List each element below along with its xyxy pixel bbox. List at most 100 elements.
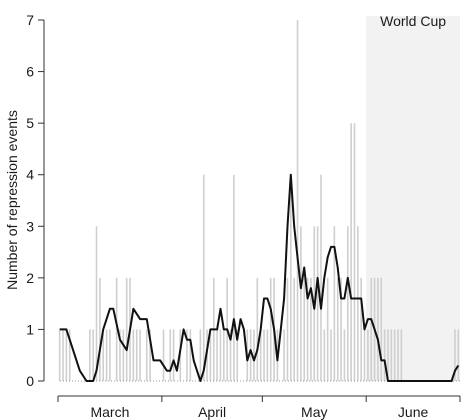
- baseline-dot: [354, 380, 355, 382]
- y-tick-label: 7: [26, 12, 34, 28]
- baseline-dot: [240, 380, 241, 382]
- baseline-dot: [210, 380, 211, 382]
- baseline-dot: [111, 380, 112, 382]
- baseline-dot: [153, 380, 154, 382]
- y-tick-label: 1: [26, 321, 34, 337]
- baseline-dot: [177, 380, 178, 382]
- baseline-dot: [357, 380, 358, 382]
- baseline-dot: [174, 380, 175, 382]
- baseline-dot: [294, 380, 295, 382]
- baseline-dot: [66, 380, 67, 382]
- smoothed-trend-line: [59, 173, 460, 382]
- baseline-dot: [198, 380, 199, 382]
- baseline-dot: [78, 380, 79, 382]
- y-tick-label: 0: [26, 373, 34, 389]
- baseline-dot: [63, 380, 64, 382]
- baseline-dot: [180, 380, 181, 382]
- baseline-dot: [126, 380, 127, 382]
- baseline-dot: [384, 380, 385, 382]
- baseline-dot: [225, 380, 226, 382]
- month-label: March: [90, 404, 129, 420]
- baseline-dot: [75, 380, 76, 382]
- baseline-dot: [372, 380, 373, 382]
- baseline-dot: [156, 380, 157, 382]
- baseline-dot: [189, 380, 190, 382]
- baseline-dot: [207, 380, 208, 382]
- y-axis: 0 1 2 3 4 5 6 7: [26, 12, 45, 389]
- baseline-dot: [60, 380, 61, 382]
- baseline-dot: [261, 380, 262, 382]
- baseline-dot: [459, 380, 460, 382]
- baseline-dot: [135, 380, 136, 382]
- baseline-dot: [330, 380, 331, 382]
- y-tick-label: 3: [26, 218, 34, 234]
- baseline-dot: [291, 380, 292, 382]
- baseline-dot: [216, 380, 217, 382]
- baseline-dot: [99, 380, 100, 382]
- baseline-dot: [84, 380, 85, 382]
- baseline-dot: [279, 380, 280, 382]
- month-label: April: [198, 404, 226, 420]
- baseline-dot: [222, 380, 223, 382]
- baseline-dot: [165, 380, 166, 382]
- baseline-dot: [192, 380, 193, 382]
- baseline-dot: [186, 380, 187, 382]
- baseline-dot: [120, 380, 121, 382]
- baseline-dot: [324, 380, 325, 382]
- baseline-dot: [300, 380, 301, 382]
- baseline-dot: [123, 380, 124, 382]
- baseline-dot: [327, 380, 328, 382]
- baseline-dot: [228, 380, 229, 382]
- baseline-dot: [303, 380, 304, 382]
- y-tick-label: 6: [26, 64, 34, 80]
- y-tick-label: 5: [26, 115, 34, 131]
- y-tick-label: 4: [26, 167, 34, 183]
- baseline-dot: [213, 380, 214, 382]
- baseline-dot: [231, 380, 232, 382]
- baseline-dot: [270, 380, 271, 382]
- baseline-dot: [129, 380, 130, 382]
- baseline-dot: [105, 380, 106, 382]
- baseline-dot: [117, 380, 118, 382]
- baseline-dot: [342, 380, 343, 382]
- baseline-dot: [315, 380, 316, 382]
- baseline-dot: [141, 380, 142, 382]
- baseline-dot: [306, 380, 307, 382]
- baseline-dot: [453, 380, 454, 382]
- y-axis-title: Number of repression events: [4, 110, 20, 290]
- baseline-dot: [363, 380, 364, 382]
- baseline-dot: [339, 380, 340, 382]
- month-label: June: [398, 404, 429, 420]
- baseline-dot: [456, 380, 457, 382]
- baseline-dot: [147, 380, 148, 382]
- baseline-dot: [171, 380, 172, 382]
- baseline-dot: [369, 380, 370, 382]
- baseline-dot: [234, 380, 235, 382]
- baseline-dot: [276, 380, 277, 382]
- baseline-dot: [336, 380, 337, 382]
- baseline-dot: [114, 380, 115, 382]
- baseline-dot: [252, 380, 253, 382]
- baseline-dot: [366, 380, 367, 382]
- baseline-dot: [132, 380, 133, 382]
- baseline-dot: [102, 380, 103, 382]
- baseline-dot: [333, 380, 334, 382]
- baseline-dot: [243, 380, 244, 382]
- world-cup-label: World Cup: [380, 13, 446, 29]
- x-axis: March April May June: [57, 395, 461, 420]
- baseline-dot: [375, 380, 376, 382]
- baseline-dot: [309, 380, 310, 382]
- y-tick-label: 2: [26, 270, 34, 286]
- baseline-dot: [360, 380, 361, 382]
- baseline-dot: [264, 380, 265, 382]
- baseline-dot: [183, 380, 184, 382]
- baseline-dot: [297, 380, 298, 382]
- baseline-dot: [69, 380, 70, 382]
- baseline-dot: [282, 380, 283, 382]
- baseline-dot: [345, 380, 346, 382]
- baseline-dot: [321, 380, 322, 382]
- month-label: May: [301, 404, 327, 420]
- baseline-dot: [258, 380, 259, 382]
- baseline-dot: [201, 380, 202, 382]
